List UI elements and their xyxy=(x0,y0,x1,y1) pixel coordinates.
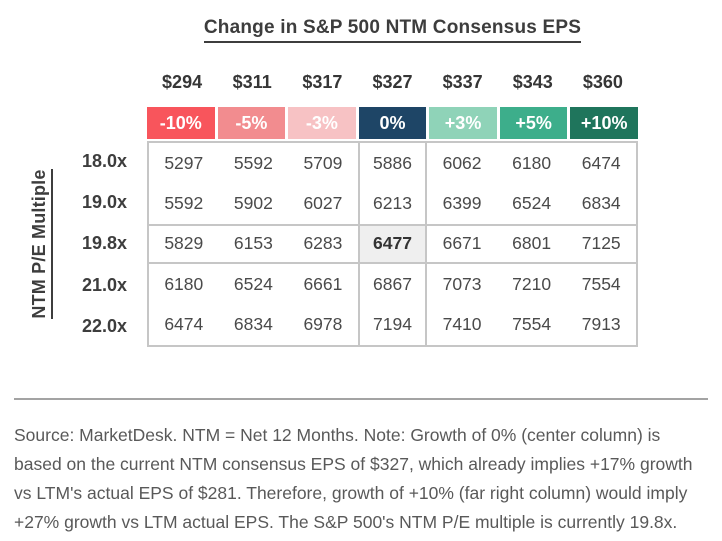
table-cell: 6180 xyxy=(512,152,552,173)
footnote: Source: MarketDesk. NTM = Net 12 Months.… xyxy=(14,424,693,532)
eps-header-row: $294 $311 $317 $327 $337 $343 $360 xyxy=(147,72,638,93)
table-cell: 6399 xyxy=(442,193,482,214)
table-cell: 6834 xyxy=(581,193,621,214)
table-cell: 6027 xyxy=(303,193,343,214)
row-label: 18.0x xyxy=(81,151,127,172)
eps-header-value: $343 xyxy=(512,72,553,92)
table-cell: 6524 xyxy=(512,193,552,214)
chart-title: Change in S&P 500 NTM Consensus EPS xyxy=(203,17,582,43)
sensitivity-table: 5297 5592 5709 5886 6062 6180 6474 5592 … xyxy=(147,141,638,347)
table-cell: 6661 xyxy=(303,273,343,294)
table-cell: 5592 xyxy=(233,152,273,173)
pct-header-cell: -10% xyxy=(147,107,215,139)
table-cell: 7554 xyxy=(581,273,621,294)
table-cell: 5709 xyxy=(303,152,343,173)
eps-header-value: $294 xyxy=(162,72,203,92)
table-cell: 6867 xyxy=(357,264,428,305)
eps-header-value: $337 xyxy=(442,72,483,92)
table-cell: 7913 xyxy=(581,314,621,335)
divider-line xyxy=(14,398,708,400)
table-cell: 6213 xyxy=(357,183,428,224)
table-cell: 6283 xyxy=(288,223,358,265)
table-cell: 7194 xyxy=(357,304,428,345)
table-cell: 7210 xyxy=(512,273,552,294)
eps-header-value: $311 xyxy=(232,72,272,92)
pct-header-cell: +5% xyxy=(499,107,568,139)
chart-title-wrap: Change in S&P 500 NTM Consensus EPS xyxy=(147,17,638,43)
table-cell: 6180 xyxy=(164,273,204,294)
pct-header-cell: +10% xyxy=(570,107,638,139)
pct-header-row: -10% -5% -3% 0% +3% +5% +10% xyxy=(147,107,638,139)
table-cell: 7554 xyxy=(512,314,552,335)
pct-header-cell: -3% xyxy=(288,107,356,139)
table-cell: 6474 xyxy=(581,152,621,173)
table-cell: 6153 xyxy=(218,223,289,265)
table-cell: 7410 xyxy=(442,314,482,335)
pct-header-cell: +3% xyxy=(429,107,497,139)
table-cell: 5902 xyxy=(233,193,273,214)
table-cell: 6524 xyxy=(233,273,273,294)
table-cell: 5886 xyxy=(357,143,428,184)
table-cell: 5592 xyxy=(164,193,204,214)
eps-header-value: $327 xyxy=(372,72,413,92)
table-cell: 5829 xyxy=(149,223,219,265)
table-cell: 7125 xyxy=(566,223,636,265)
row-label: 21.0x xyxy=(81,274,127,295)
pct-header-cell: 0% xyxy=(358,107,427,139)
table-cell-current: 6477 xyxy=(357,223,428,265)
table-cell: 6801 xyxy=(496,223,567,265)
table-cell: 6671 xyxy=(427,223,497,265)
row-label: 19.8x xyxy=(81,233,127,254)
row-label: 22.0x xyxy=(81,315,127,336)
row-label-column: 18.0x 19.0x 19.8x 21.0x 22.0x xyxy=(40,141,140,347)
table-cell: 6834 xyxy=(233,314,273,335)
table-cell: 6062 xyxy=(442,152,482,173)
eps-header-value: $360 xyxy=(582,72,623,92)
eps-header-value: $317 xyxy=(302,72,343,92)
row-label: 19.0x xyxy=(81,192,127,213)
pct-header-cell: -5% xyxy=(217,107,286,139)
table-cell: 6474 xyxy=(164,314,204,335)
table-cell: 6978 xyxy=(303,314,343,335)
table-cell: 5297 xyxy=(164,152,204,173)
table-cell: 7073 xyxy=(442,273,482,294)
